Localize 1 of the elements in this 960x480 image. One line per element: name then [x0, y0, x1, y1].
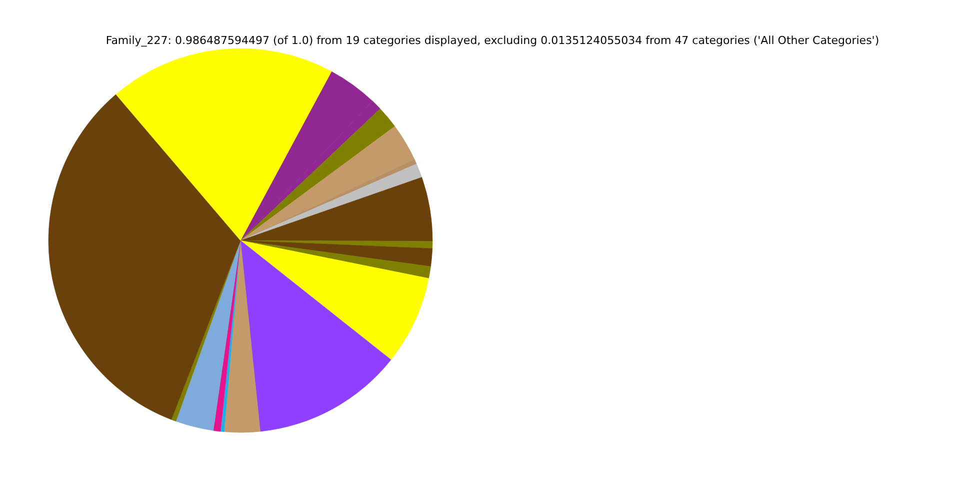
text: Family_227: 0.986487594497 (of 1.0) from 19 categories displayed, excluding 0.0135124055034 from 47 categories ('All Other Categories') [106, 34, 880, 47]
